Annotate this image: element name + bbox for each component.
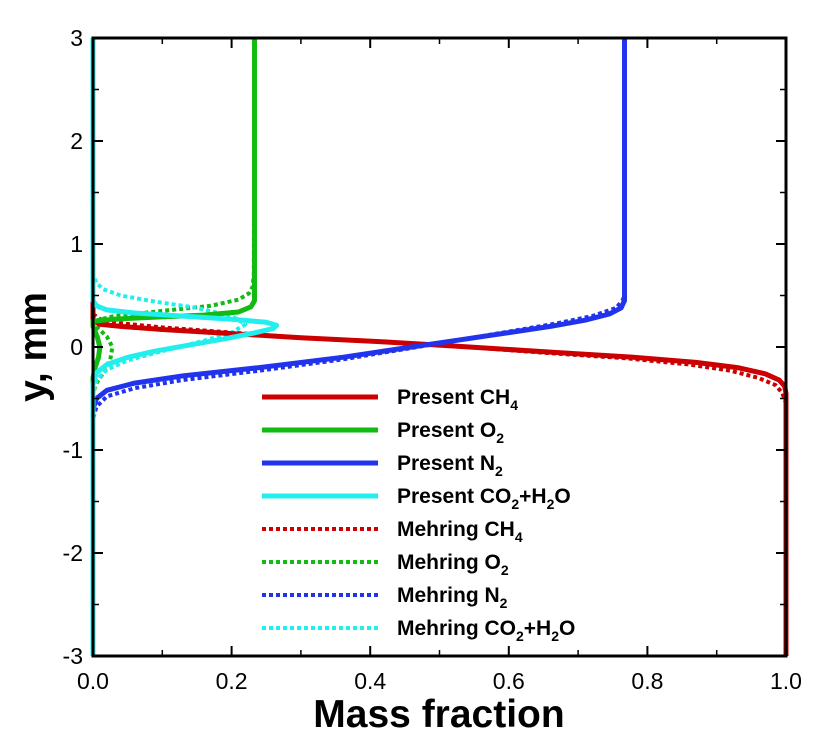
series-line-0 [90, 38, 789, 656]
legend-label: Present O2 [397, 419, 504, 446]
x-tick-label: 0.8 [631, 668, 663, 694]
y-tick-label: 3 [70, 25, 83, 51]
x-axis: 0.0 0.2 0.4 0.6 0.8 1.0 [77, 38, 802, 694]
series-line-2 [90, 38, 627, 656]
series-line-7 [91, 38, 248, 656]
legend-label: Mehring O2 [397, 551, 509, 578]
series-line-3 [90, 38, 280, 656]
x-tick-label: 0.0 [77, 668, 109, 694]
legend-label: Present CO2+H2O [397, 485, 571, 512]
y-axis-title: y, mm [12, 292, 55, 402]
y-tick-label: -3 [63, 643, 83, 669]
x-axis-title: Mass fraction [313, 693, 564, 736]
legend-label: Mehring CO2+H2O [397, 617, 575, 644]
y-tick-label: 0 [70, 334, 83, 360]
series-line-6 [91, 38, 627, 656]
y-axis: -3 -2 -1 0 1 2 3 [63, 25, 786, 669]
y-tick-label: 2 [70, 128, 83, 154]
y-tick-label: 1 [70, 231, 83, 257]
y-tick-label: -2 [63, 540, 83, 566]
legend-label: Mehring CH4 [397, 518, 523, 545]
x-tick-label: 0.6 [493, 668, 525, 694]
x-tick-label: 1.0 [770, 668, 802, 694]
legend: Present CH4 Present O2 Present N2 Present C… [262, 386, 575, 644]
x-tick-label: 0.4 [354, 668, 386, 694]
legend-label: Mehring N2 [397, 584, 508, 611]
x-tick-label: 0.2 [216, 668, 248, 694]
legend-label: Present CH4 [397, 386, 518, 413]
legend-label: Present N2 [397, 452, 503, 479]
series-layer [90, 37, 789, 656]
y-tick-label: -1 [63, 437, 83, 463]
